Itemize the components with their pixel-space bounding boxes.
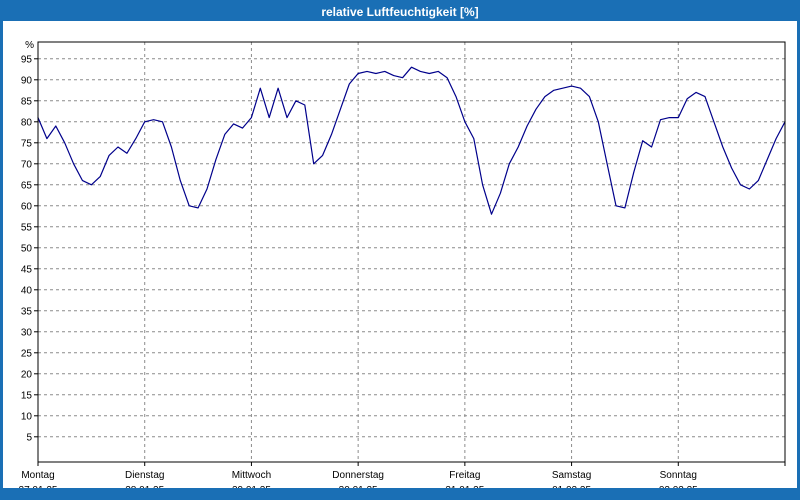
y-tick-label: 40 (21, 285, 33, 296)
humidity-line-chart: % 95 90 85 80 75 70 65 60 55 50 45 40 35 30 25 20 15 10 5 M… (19, 40, 786, 496)
chart-area: % 95 90 85 80 75 70 65 60 55 50 45 40 35 30 25 20 15 10 5 M… (3, 21, 797, 496)
y-tick-label: 25 (21, 348, 33, 359)
y-tick-label: 55 (21, 222, 33, 233)
y-tick-label: 45 (21, 264, 33, 275)
y-tick-label: 80 (21, 117, 33, 128)
x-date-label: 31.01.25 (445, 485, 484, 488)
x-date-label: 30.01.25 (339, 485, 378, 488)
window-title: relative Luftfeuchtigkeit [%] (321, 5, 479, 19)
x-day-label: Dienstag (125, 470, 164, 481)
y-tick-label: 85 (21, 96, 33, 107)
y-tick-label: 30 (21, 327, 33, 338)
x-date-label: 28.01.25 (125, 485, 164, 488)
y-tick-label: 95 (21, 54, 33, 65)
y-tick-label: 60 (21, 201, 33, 212)
title-bar[interactable]: relative Luftfeuchtigkeit [%] (3, 3, 797, 21)
x-day-label: Montag (21, 470, 54, 481)
x-day-label: Freitag (449, 470, 480, 481)
x-day-label: Donnerstag (332, 470, 384, 481)
x-day-label: Sonntag (660, 470, 697, 481)
y-axis-unit-label: % (25, 40, 34, 51)
x-date-label: 29.01.25 (232, 485, 271, 488)
y-tick-label: 75 (21, 138, 33, 149)
plot-border (37, 41, 786, 463)
y-tick-label: 35 (21, 306, 33, 317)
y-tick-label: 65 (21, 180, 33, 191)
y-tick-label: 90 (21, 75, 33, 86)
data-series (37, 66, 786, 215)
y-tick-label: 20 (21, 369, 33, 380)
humidity-series-line (37, 66, 786, 215)
grid-lines (34, 42, 786, 466)
y-tick-label: 15 (21, 390, 33, 401)
y-tick-label: 5 (26, 432, 32, 443)
x-date-label: 02.02.25 (659, 485, 698, 488)
x-date-label: 27.01.25 (19, 485, 58, 488)
x-date-label: 01.02.25 (552, 485, 591, 488)
x-day-label: Samstag (552, 470, 591, 481)
y-tick-label: 70 (21, 159, 33, 170)
y-tick-label: 50 (21, 243, 33, 254)
status-bar (3, 488, 797, 497)
y-tick-label: 10 (21, 411, 33, 422)
x-day-label: Mittwoch (232, 470, 271, 481)
